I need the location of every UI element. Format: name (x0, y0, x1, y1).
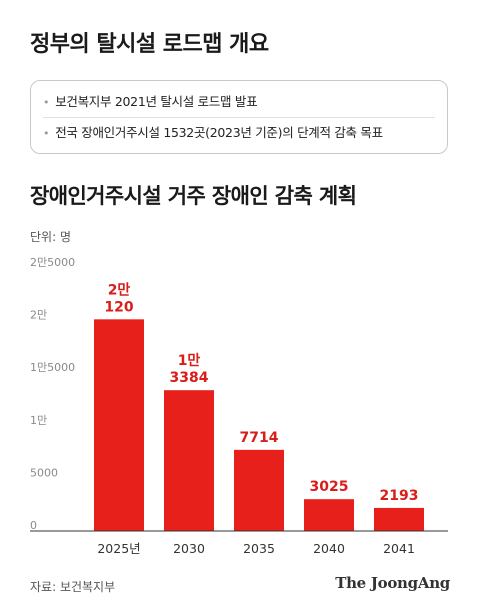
x-tick-label: 2025년 (97, 541, 140, 556)
data-label: 2193 (380, 488, 419, 504)
data-label: 7714 (240, 430, 279, 446)
publisher-logo: The JoongAng (335, 574, 450, 592)
y-tick-label: 2만 (30, 309, 47, 322)
source-label: 자료: 보건복지부 (30, 580, 116, 594)
y-tick-label: 1만5000 (30, 361, 75, 374)
bar (304, 499, 354, 531)
bullet-icon: • (43, 96, 50, 109)
data-label: 3025 (310, 479, 349, 495)
bar (374, 507, 424, 531)
info-item: • 전국 장애인거주시설 1532곳(2023년 기준)의 단계적 감축 목표 (43, 122, 383, 141)
x-tick-label: 2035 (243, 541, 275, 556)
info-divider (43, 117, 435, 118)
info-item-text: 보건복지부 2021년 탈시설 로드맵 발표 (55, 94, 258, 109)
data-label: 120 (104, 299, 133, 315)
bullet-icon: • (43, 127, 50, 140)
bar (234, 449, 284, 531)
y-tick-label: 0 (30, 519, 37, 532)
bar (94, 319, 144, 531)
chart-title: 장애인거주시설 거주 장애인 감축 계획 (30, 184, 357, 208)
data-label: 2만 (108, 282, 131, 298)
data-label: 1만 (178, 353, 201, 369)
bar (164, 390, 214, 531)
info-item: • 보건복지부 2021년 탈시설 로드맵 발표 (43, 91, 258, 110)
info-item-text: 전국 장애인거주시설 1532곳(2023년 기준)의 단계적 감축 목표 (55, 125, 383, 140)
data-label: 3384 (170, 370, 209, 386)
info-box: • 보건복지부 2021년 탈시설 로드맵 발표 • 전국 장애인거주시설 1532… (30, 80, 448, 154)
x-tick-label: 2041 (383, 541, 415, 556)
unit-label: 단위: 명 (30, 230, 71, 244)
x-tick-label: 2040 (313, 541, 345, 556)
page-title: 정부의 탈시설 로드맵 개요 (30, 32, 269, 57)
y-tick-label: 2만5000 (30, 256, 75, 269)
y-tick-label: 1만 (30, 414, 47, 427)
y-tick-label: 5000 (30, 466, 58, 479)
x-tick-label: 2030 (173, 541, 205, 556)
